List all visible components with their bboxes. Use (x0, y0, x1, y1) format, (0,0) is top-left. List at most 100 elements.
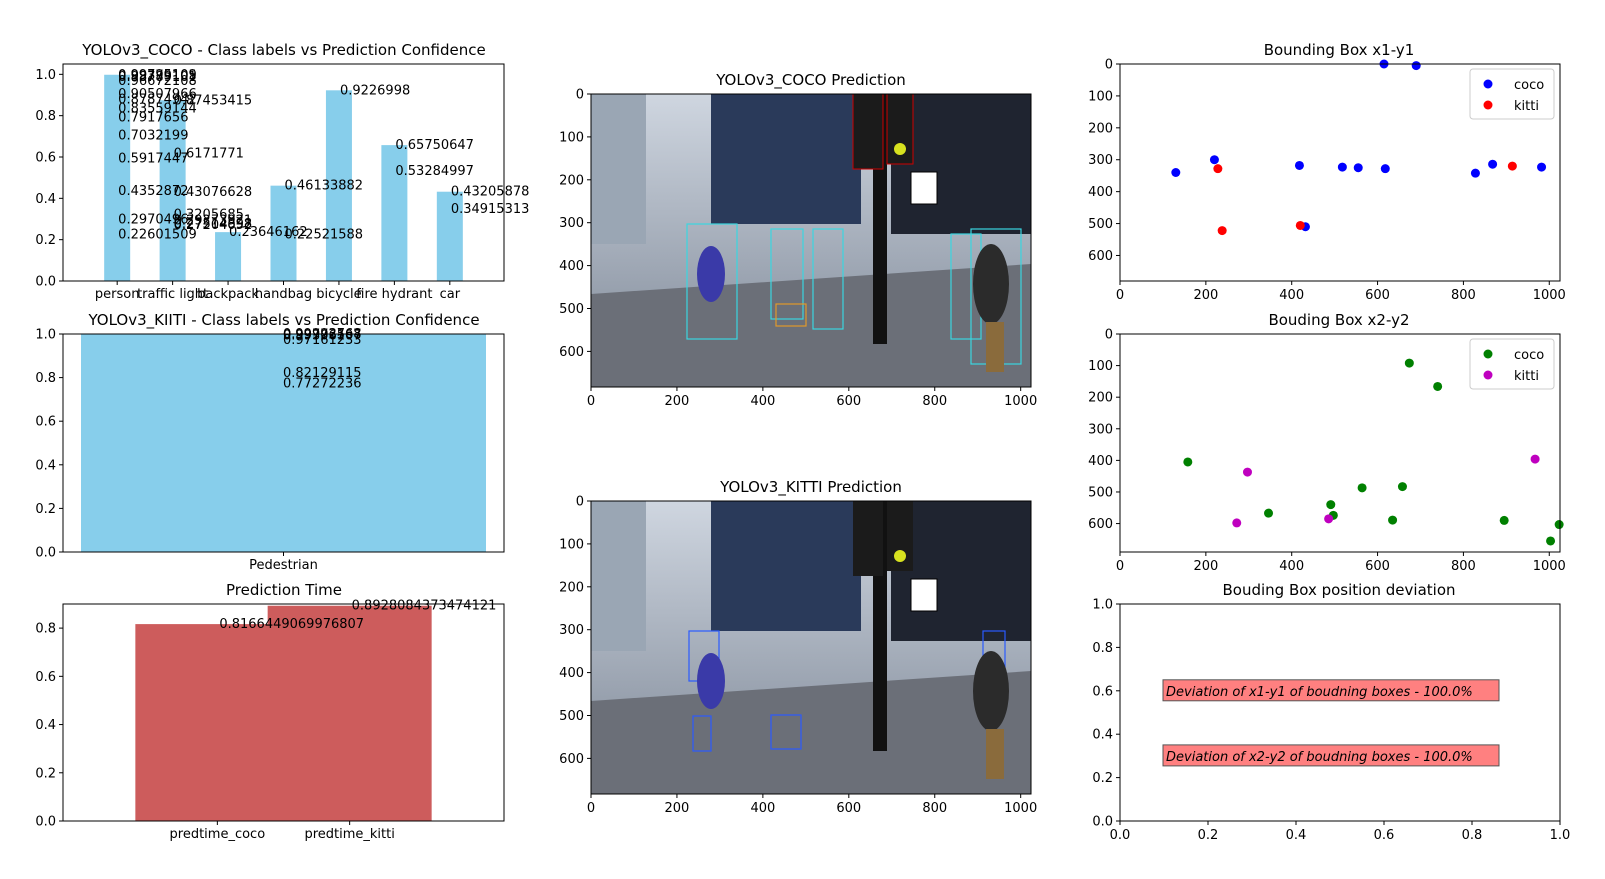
x2y2-point-kitti (1232, 518, 1242, 528)
x1y1-point-coco (1411, 61, 1421, 71)
kitti-image-ytick-label: 600 (559, 752, 584, 767)
coco-prediction-panel: YOLOv3_COCO Prediction 0 200 400 600 800 1000… (559, 71, 1037, 409)
coco-data-label: 0.2970496 (118, 213, 188, 228)
time-xtick-label: predtime_kitti (304, 827, 394, 842)
coco-bar (270, 185, 297, 281)
kitti-image-xtick-label: 0 (587, 801, 595, 816)
coco-xtick-label: car (440, 287, 461, 302)
x1y1-legend-box (1469, 68, 1555, 120)
kitti-ytick-label: 0.6 (35, 415, 56, 430)
x2y2-legend-box (1469, 338, 1555, 390)
x1y1-point-coco (1171, 168, 1181, 177)
coco-data-label: 0.7032199 (118, 129, 188, 144)
x1y1-ytick-label: 100 (1088, 89, 1113, 104)
x2y2-xtick-label: 800 (1451, 559, 1476, 574)
x1y1-point-coco (1294, 160, 1304, 170)
x2y2-point-coco (1388, 515, 1398, 525)
coco-data-label: 0.23646162 (229, 225, 308, 240)
coco-bar (436, 191, 463, 281)
coco-data-label: 0.99795109 (118, 68, 197, 83)
coco-xtick-label: traffic light (137, 287, 208, 302)
coco-xtick-label: backpack (197, 287, 259, 302)
x1y1-ytick-label: 400 (1088, 185, 1113, 200)
coco-xtick-label: bicycle (316, 287, 361, 302)
deviation-ytick-label: 1.0 (1092, 598, 1113, 613)
x1y1-xtick-label: 200 (1193, 288, 1218, 303)
x1y1-ytick-label: 300 (1088, 153, 1113, 168)
kitti-chart-title: YOLOv3_KIITI - Class labels vs Predictio… (87, 311, 479, 330)
bbox-x2y2-scatter: Bouding Box x2-y2 0 200 400 600 800 1000 0 100 2… (1088, 311, 1566, 574)
coco-xtick-label: fire hydrant (356, 287, 432, 302)
coco-data-label: 0.83559144 (118, 101, 197, 116)
coco-ytick-label: 0.0 (35, 275, 56, 290)
x2y2-point-coco (1183, 457, 1193, 467)
coco-xtick-label: person (95, 287, 140, 302)
x1y1-ytick-label: 0 (1105, 58, 1113, 73)
deviation-ytick-label: 0.8 (1092, 641, 1113, 656)
x1y1-point-kitti (1213, 164, 1223, 174)
coco-data-label: 0.65750647 (395, 138, 474, 153)
coco-data-label: 0.27204052 (174, 218, 253, 233)
kitti-image-ytick-label: 0 (576, 495, 584, 510)
x2y2-xtick-label: 600 (1365, 559, 1390, 574)
x1y1-title: Bounding Box x1-y1 (1264, 41, 1415, 59)
coco-image-xtick-label: 600 (836, 394, 861, 409)
kitti-ytick-label: 0.2 (35, 502, 56, 517)
coco-image-xtick-label: 0 (587, 394, 595, 409)
time-ytick-label: 0.6 (35, 670, 56, 685)
deviation-ytick-label: 0.4 (1092, 728, 1113, 743)
x2y2-ytick-label: 600 (1088, 517, 1113, 532)
coco-image-xtick-label: 1000 (1004, 394, 1037, 409)
x2y2-point-kitti (1242, 467, 1252, 477)
x1y1-ytick-label: 200 (1088, 121, 1113, 136)
coco-image-ytick-label: 0 (576, 88, 584, 103)
x2y2-xtick-label: 0 (1116, 559, 1124, 574)
x2y2-frame (1119, 333, 1561, 553)
kitti-chart-frame (62, 333, 505, 553)
coco-confidence-chart: YOLOv3_COCO - Class labels vs Prediction… (35, 41, 529, 302)
coco-data-label: 0.87874942 (118, 92, 197, 107)
time-ytick-label: 0.8 (35, 622, 56, 637)
kitti-data-label: 0.77272236 (283, 377, 362, 392)
x1y1-legend-label-coco: coco (1514, 78, 1544, 93)
x2y2-legend-marker-kitti (1483, 370, 1493, 380)
coco-data-label: 0.22601509 (118, 227, 197, 242)
kitti-prediction-panel: YOLOv3_KITTI Prediction 0 200 400 600 800 100… (559, 478, 1037, 816)
x1y1-point-coco (1380, 164, 1390, 174)
coco-data-label: 0.3205685 (174, 208, 244, 223)
kitti-ytick-label: 0.8 (35, 371, 56, 386)
deviation-annotation-text: Deviation of x1-y1 of boudning boxes - 1… (1166, 685, 1473, 700)
deviation-annotation-box (1162, 744, 1500, 767)
deviation-title: Bouding Box position deviation (1222, 581, 1455, 599)
coco-ytick-label: 1.0 (35, 68, 56, 83)
coco-data-label: 0.9226998 (340, 83, 410, 98)
coco-image-ytick-label: 300 (559, 216, 584, 231)
coco-ytick-label: 0.2 (35, 233, 56, 248)
coco-data-label: 0.34915313 (451, 202, 530, 217)
x1y1-point-kitti (1507, 161, 1517, 171)
x1y1-legend-label-kitti: kitti (1514, 99, 1539, 114)
kitti-image-title: YOLOv3_KITTI Prediction (719, 478, 902, 497)
prediction-time-chart: Prediction Time predtime_coco predtime_ki… (35, 581, 505, 842)
x1y1-xtick-label: 0 (1116, 288, 1124, 303)
x1y1-frame (1119, 63, 1561, 282)
x1y1-point-coco (1337, 162, 1347, 172)
coco-image-xtick-label: 800 (922, 394, 947, 409)
coco-image-ytick-label: 100 (559, 130, 584, 145)
x1y1-point-kitti (1295, 220, 1305, 230)
coco-bar (159, 100, 186, 281)
x2y2-ytick-label: 300 (1088, 422, 1113, 437)
coco-image-xtick-label: 200 (665, 394, 690, 409)
deviation-ytick-label: 0.0 (1092, 815, 1113, 830)
kitti-street-image (591, 501, 1031, 794)
x1y1-legend-marker-kitti (1483, 100, 1493, 110)
kitti-image-ytick-label: 100 (559, 537, 584, 552)
deviation-ytick-label: 0.2 (1092, 771, 1113, 786)
coco-street-image (591, 93, 1031, 387)
x2y2-point-coco (1397, 482, 1407, 492)
coco-data-label: 0.5917447 (118, 152, 188, 167)
x2y2-ytick-label: 200 (1088, 391, 1113, 406)
x1y1-point-coco (1353, 163, 1363, 173)
time-chart-title: Prediction Time (226, 581, 342, 599)
x2y2-title: Bouding Box x2-y2 (1268, 311, 1409, 329)
